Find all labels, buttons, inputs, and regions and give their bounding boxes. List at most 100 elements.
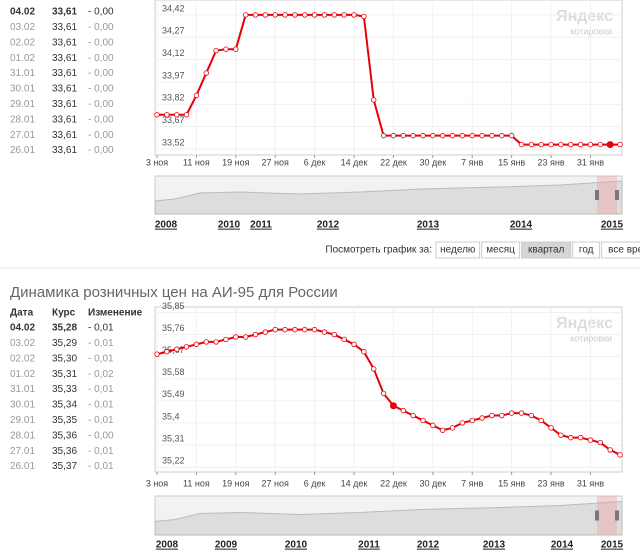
year-label[interactable]: 2013 (417, 220, 440, 231)
year-label[interactable]: 2011 (358, 540, 380, 551)
watermark: Яндекс (556, 8, 613, 25)
table-header: Курс (52, 308, 76, 319)
period-button-label[interactable]: год (579, 245, 594, 256)
table-cell: 33,61 (52, 114, 77, 125)
point (193, 92, 200, 99)
point (292, 326, 298, 333)
year-label[interactable]: 2012 (317, 220, 340, 231)
point (469, 132, 475, 139)
table-cell: - 0,00 (88, 145, 114, 156)
year-label[interactable]: 2008 (156, 540, 179, 551)
table-cell: 27.01 (10, 130, 35, 141)
point (203, 70, 209, 76)
period-button[interactable] (435, 241, 481, 259)
period-button-label[interactable]: все время (608, 245, 640, 256)
table-cell: - 0,02 (88, 369, 114, 380)
chart-frame (154, 0, 623, 156)
point (430, 422, 436, 429)
table-cell: 31.01 (10, 68, 35, 79)
year-label[interactable]: 2009 (215, 540, 238, 551)
navigator-handle[interactable] (595, 190, 599, 200)
table-cell: 30.01 (10, 400, 35, 411)
point (262, 12, 269, 18)
period-button[interactable] (521, 241, 572, 259)
point (577, 434, 584, 441)
table-cell: 35,34 (52, 400, 77, 411)
point (528, 412, 535, 419)
period-button[interactable] (601, 241, 640, 259)
period-button[interactable] (481, 241, 521, 259)
point (193, 341, 200, 348)
point (302, 326, 308, 333)
year-label[interactable]: 2015 (601, 540, 624, 551)
table-cell: 33,61 (52, 99, 77, 110)
point (449, 132, 456, 139)
table-cell: 28.01 (10, 114, 35, 125)
point (489, 132, 495, 139)
year-label[interactable]: 2015 (601, 220, 624, 231)
year-label[interactable]: 2013 (483, 540, 506, 551)
point (380, 390, 387, 397)
navigator-handle[interactable] (615, 190, 619, 200)
table-cell: 35,30 (52, 353, 77, 364)
point (568, 434, 574, 441)
point (331, 331, 338, 338)
year-label[interactable]: 2011 (250, 220, 272, 231)
point (420, 132, 426, 139)
point (548, 425, 554, 431)
x-tick-label: 15 янв (498, 478, 525, 488)
point (499, 132, 505, 139)
table-cell: - 0,00 (88, 53, 114, 64)
point (597, 439, 603, 446)
point (469, 417, 475, 424)
table-cell: 35,31 (52, 369, 77, 380)
period-button-label[interactable]: неделю (440, 245, 476, 256)
point (164, 349, 170, 355)
point (508, 132, 515, 139)
x-tick-label: 7 янв (461, 478, 483, 488)
table-cell: 04.02 (10, 323, 35, 334)
navigator-area (154, 180, 623, 215)
navigator-handle[interactable] (615, 510, 619, 521)
point (587, 437, 594, 443)
navigator-handle[interactable] (595, 510, 599, 521)
year-label[interactable]: 2010 (285, 540, 308, 551)
period-button-label[interactable]: квартал (528, 245, 565, 256)
year-label[interactable]: 2012 (417, 540, 440, 551)
point (233, 46, 239, 52)
point (154, 112, 160, 118)
period-label: Посмотреть график за: (325, 244, 432, 256)
navigator-window (597, 176, 617, 214)
point (361, 13, 367, 20)
year-label[interactable]: 2008 (155, 220, 178, 231)
table-header: Дата (10, 308, 34, 319)
y-tick-label: 33,82 (162, 93, 185, 103)
table-cell: - 0,01 (88, 415, 114, 426)
x-tick-label: 31 янв (577, 478, 604, 488)
table-cell: 33,61 (52, 145, 77, 156)
year-label[interactable]: 2014 (551, 540, 574, 551)
x-tick-label: 3 ноя (146, 157, 168, 167)
point (262, 329, 269, 335)
table-cell: 01.02 (10, 369, 35, 380)
x-tick-label: 15 янв (498, 157, 525, 167)
year-label[interactable]: 2014 (510, 220, 533, 231)
year-label[interactable]: 2010 (218, 220, 241, 231)
table-cell: 35,37 (52, 461, 77, 472)
x-tick-label: 30 дек (419, 157, 446, 167)
point (568, 141, 574, 148)
x-tick-label: 27 ноя (262, 157, 289, 167)
table-cell: - 0,01 (88, 353, 114, 364)
table-cell: - 0,01 (88, 384, 114, 395)
point (607, 447, 613, 453)
watermark-sub: котировки (570, 333, 612, 343)
period-button[interactable] (572, 241, 601, 259)
point (164, 112, 170, 118)
navigator-area (154, 500, 623, 536)
period-button-label[interactable]: месяц (486, 245, 515, 256)
point (558, 432, 564, 438)
x-tick-label: 14 дек (341, 157, 368, 167)
x-tick-label: 19 ноя (222, 478, 249, 488)
table-cell: 33,61 (52, 22, 77, 33)
point (213, 339, 219, 345)
